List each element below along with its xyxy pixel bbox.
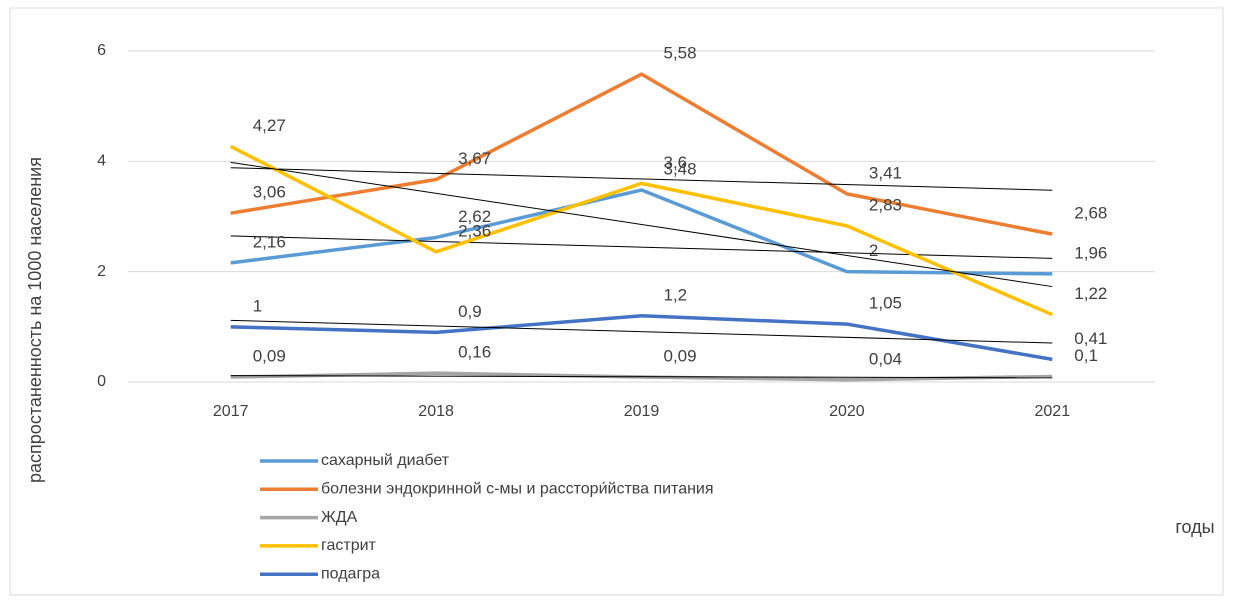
series-line (230, 188, 1053, 276)
trend-line (230, 161, 1053, 288)
data-label: 3,48 (664, 160, 697, 179)
data-label: 4,27 (253, 116, 286, 135)
x-tick-label: 2017 (213, 403, 249, 420)
y-tick-label: 6 (97, 42, 106, 59)
data-label: 5,58 (664, 44, 697, 63)
data-label: 2,36 (458, 221, 491, 240)
chart-border (9, 7, 1224, 596)
legend-label: сахарный диабет (321, 452, 450, 469)
y-tick-label: 4 (97, 153, 106, 170)
data-label: 1,05 (869, 294, 902, 313)
data-label: 0,1 (1074, 346, 1098, 365)
data-label: 2,83 (869, 195, 902, 214)
data-label: 2 (869, 241, 878, 260)
data-label: 3,06 (253, 183, 286, 202)
data-label: 0,09 (253, 347, 286, 366)
x-axis-label: годы (1175, 517, 1214, 537)
x-tick-label: 2018 (418, 403, 454, 420)
data-label: 0,9 (458, 302, 482, 321)
x-tick-label: 2020 (829, 403, 865, 420)
legend-label: гастрит (321, 537, 377, 554)
series-line (230, 72, 1053, 236)
data-label: 3,41 (869, 163, 902, 182)
data-label: 2,16 (253, 232, 286, 251)
data-label: 1,22 (1074, 284, 1107, 303)
x-tick-label: 2021 (1035, 403, 1071, 420)
y-tick-label: 0 (97, 373, 106, 390)
legend-label: болезни эндокринной с-мы и расстори́йств… (321, 480, 714, 497)
data-label: 0,16 (458, 343, 491, 362)
data-label: 1 (253, 296, 262, 315)
y-axis-label: распростаненность на 1000 населения (25, 157, 45, 483)
x-tick-label: 2019 (624, 403, 660, 420)
legend-label: ЖДА (321, 509, 358, 526)
y-tick-label: 2 (97, 263, 106, 280)
data-label: 3,67 (458, 149, 491, 168)
data-label: 2,62 (458, 207, 491, 226)
data-label: 3,6 (664, 153, 688, 172)
data-label: 0,41 (1074, 329, 1107, 348)
data-label: 1,2 (664, 285, 688, 304)
data-label: 2,68 (1074, 204, 1107, 223)
legend-label: подагра (321, 565, 380, 582)
trend-line (230, 319, 1053, 344)
series-line (229, 144, 1053, 317)
data-label: 0,09 (664, 347, 697, 366)
series-line (230, 314, 1053, 362)
data-label: 1,96 (1074, 243, 1107, 262)
trend-line (230, 375, 1053, 379)
data-label: 0,04 (869, 349, 902, 368)
trend-line (230, 167, 1053, 191)
